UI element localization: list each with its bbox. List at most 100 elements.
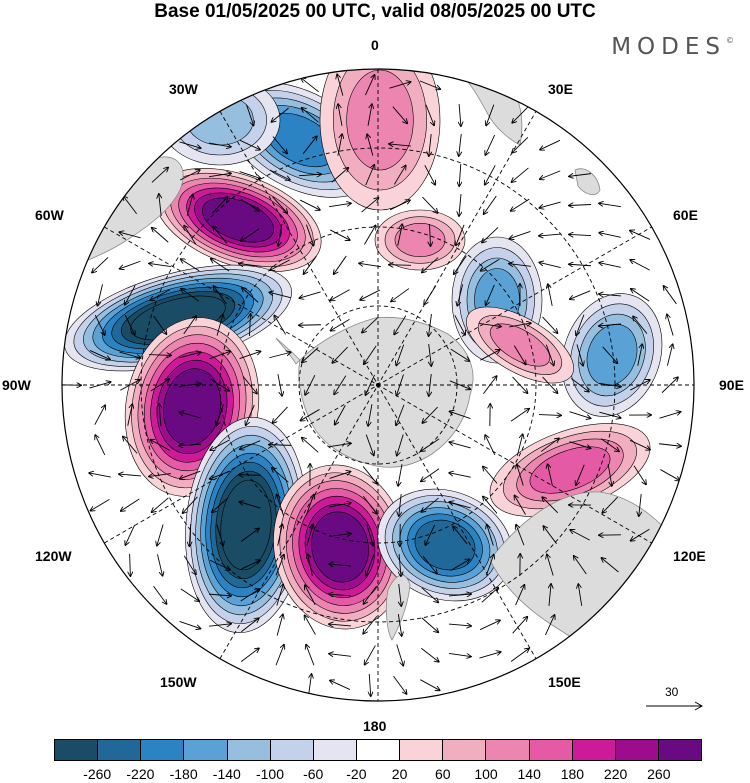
wind-vector-arrow	[513, 345, 525, 365]
colorbar-cell	[184, 740, 228, 760]
wind-vector-arrow	[272, 196, 288, 213]
wind-vector-arrow	[424, 165, 435, 184]
wind-vector-arrow	[539, 262, 561, 268]
wind-vector-arrow	[329, 503, 351, 508]
wind-vector-arrow	[330, 229, 350, 240]
wind-vector-arrow	[299, 325, 322, 326]
colorbar-tick-label: 220	[603, 766, 628, 782]
wind-vector-arrow	[430, 223, 431, 246]
wind-vector-arrow	[515, 585, 525, 606]
wind-vector-arrow	[454, 315, 465, 334]
wind-vector-arrow	[239, 475, 262, 476]
wind-vector-arrow	[393, 675, 406, 694]
wind-vector-arrow	[484, 195, 497, 214]
wind-vector-arrow	[363, 585, 377, 604]
wind-vector-arrow	[362, 466, 377, 483]
colorbar-cell	[572, 740, 616, 760]
wind-vector-arrow	[329, 203, 351, 208]
wind-vector-arrow	[213, 227, 228, 244]
wind-vector-arrow	[334, 375, 347, 395]
wind-vector-arrow	[485, 165, 496, 184]
colorbar	[54, 739, 702, 761]
wind-vector-arrow	[149, 473, 171, 477]
colorbar-cell	[443, 740, 487, 760]
wind-vector-arrow	[453, 526, 468, 544]
wind-vector-arrow	[454, 255, 467, 274]
wind-vector-arrow	[512, 137, 529, 152]
wind-vector-arrow	[305, 224, 313, 246]
wind-vector-arrow	[389, 200, 410, 211]
wind-vector-arrow	[449, 473, 471, 478]
colorbar-tick-label: 260	[647, 766, 671, 782]
wind-vector-arrow	[212, 197, 228, 214]
positive-anomaly-contour	[311, 511, 369, 583]
wind-vector-arrow	[483, 467, 498, 484]
wind-vector-arrow	[659, 412, 680, 419]
wind-vector-arrow	[119, 232, 141, 239]
wind-vector-arrow	[543, 526, 557, 545]
wind-vector-arrow	[576, 464, 585, 485]
wind-vector-arrow	[574, 556, 587, 575]
wind-vector-arrow	[629, 439, 650, 449]
wind-vector-arrow	[329, 443, 351, 448]
wind-vector-arrow	[481, 258, 500, 271]
wind-vector-arrow	[330, 680, 351, 690]
wind-vector-arrow	[157, 554, 162, 575]
wind-vector-arrow	[449, 624, 471, 626]
wind-vector-arrow	[667, 314, 674, 336]
wind-vector-arrow	[449, 652, 471, 656]
wind-vector-arrow	[599, 233, 621, 238]
wind-vector-arrow	[659, 444, 681, 447]
wind-vector-arrow	[152, 228, 169, 243]
colorbar-cell	[141, 740, 185, 760]
wind-vector-arrow	[242, 376, 257, 393]
wind-vector-arrow	[241, 228, 260, 241]
polar-map	[61, 68, 695, 702]
wind-vector-arrow	[540, 170, 561, 179]
wind-vector-arrow	[602, 346, 618, 363]
wind-vector-arrow	[542, 316, 558, 333]
wind-vector-arrow	[637, 344, 642, 366]
wind-vector-arrow	[363, 616, 378, 633]
wind-vector-arrow	[517, 464, 524, 486]
wind-vector-arrow	[420, 679, 439, 691]
wind-vector-arrow	[369, 673, 370, 696]
wind-vector-arrow	[360, 289, 381, 300]
wind-vector-arrow	[272, 136, 287, 154]
wind-vector-arrow	[125, 524, 136, 545]
wind-vector-arrow	[421, 587, 438, 603]
wind-vector-arrow	[240, 198, 260, 211]
wind-vector-arrow	[359, 263, 381, 268]
wind-vector-arrow	[450, 559, 470, 572]
wind-vector-arrow	[429, 344, 432, 366]
wind-vector-arrow	[365, 165, 375, 186]
wind-vector-arrow	[540, 139, 561, 149]
wind-vector-arrow	[422, 257, 439, 273]
wind-vector-arrow	[301, 78, 319, 93]
colorbar-tick-label: -60	[303, 766, 324, 782]
wind-vector-arrow	[274, 316, 287, 335]
reference-arrowhead-icon	[694, 701, 704, 711]
lon-label-120e: 120E	[673, 548, 706, 564]
wind-vector-arrow	[89, 473, 111, 478]
wind-vector-arrow	[120, 380, 139, 391]
wind-vector-arrow	[240, 589, 259, 602]
wind-vector-arrow	[278, 224, 283, 246]
colorbar-cell	[227, 740, 271, 760]
wind-vector-arrow	[242, 288, 259, 303]
wind-vector-arrow	[189, 523, 190, 546]
wind-vector-arrow	[421, 617, 439, 633]
positive-anomaly-contour	[394, 223, 446, 257]
wind-vector-arrow	[271, 107, 289, 122]
wind-vector-arrow	[180, 588, 199, 601]
wind-vector-arrow	[249, 314, 250, 337]
wind-vector-arrow	[330, 289, 350, 301]
wind-vector-arrow	[481, 588, 498, 603]
wind-vector-arrow	[181, 259, 200, 272]
wind-vector-arrow	[94, 405, 105, 425]
wind-vector-arrow	[479, 652, 500, 659]
lon-label-30w: 30W	[169, 81, 198, 97]
wind-vector-arrow	[666, 344, 672, 366]
wind-vector-arrow	[120, 260, 141, 268]
wind-vector-arrow	[149, 263, 171, 268]
